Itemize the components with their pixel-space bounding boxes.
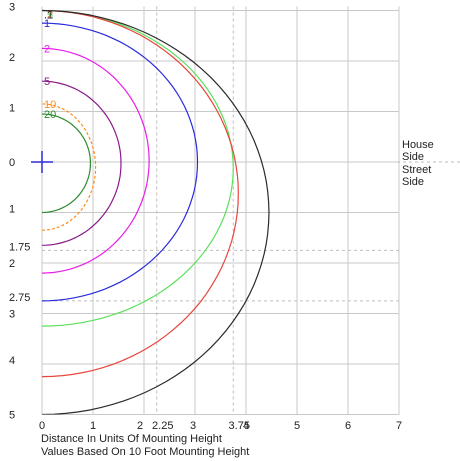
house-label-line2: Side <box>402 151 425 163</box>
luminaire-marker <box>31 151 53 173</box>
street-label-line2: Side <box>402 176 425 188</box>
house-label-line1: House <box>402 139 434 151</box>
y-tick-label: 0 <box>9 157 15 169</box>
contour-label-20: 20 <box>44 109 56 121</box>
contour-label-p2: .2 <box>44 10 53 22</box>
x-tick-label: 3.75 <box>229 420 250 432</box>
contour-2 <box>42 47 150 274</box>
grid <box>41 6 400 415</box>
contour-label-5: 5 <box>44 76 50 88</box>
contour-label-2: 2 <box>44 43 50 55</box>
contour-5 <box>42 80 122 246</box>
x-tick-label: 3 <box>190 420 196 432</box>
x-tick-label: 0 <box>39 420 45 432</box>
x-tick-label: 6 <box>345 420 351 432</box>
street-label-line1: Street <box>402 164 432 176</box>
house-side-label: House Side <box>402 139 434 163</box>
x-axis-label: Distance In Units Of Mounting Height <box>41 433 222 445</box>
contour-20 <box>42 113 91 214</box>
y-tick-label: 1 <box>9 204 15 216</box>
contour-label-p1: .1 <box>44 10 53 22</box>
street-side-label: Street Side <box>402 164 431 188</box>
contour-label-10: 10 <box>44 99 56 111</box>
y-tick-label: 2 <box>9 52 15 64</box>
y-tick-label: 4 <box>9 355 15 367</box>
contour-p1 <box>42 9 270 415</box>
x-tick-label: 2 <box>137 420 143 432</box>
dashed-reference-lines <box>42 6 460 415</box>
y-tick-label: 3 <box>9 2 15 14</box>
x-tick-label: 4 <box>243 420 249 432</box>
contour-label-1: 1 <box>44 18 50 30</box>
x-tick-label: 5 <box>294 420 300 432</box>
y-tick-label: 5 <box>9 410 15 422</box>
x-tick-label: 7 <box>396 420 402 432</box>
contour-10 <box>42 103 97 231</box>
contour-p2 <box>42 9 239 378</box>
y-tick-label: 1.75 <box>9 241 30 253</box>
contour-label-p5: .5 <box>44 10 53 22</box>
x-tick-label: 1 <box>90 420 96 432</box>
contour-1 <box>42 22 199 302</box>
y-tick-label: 1 <box>9 103 15 115</box>
y-tick-label: 2.75 <box>9 292 30 304</box>
y-tick-label: 3 <box>9 309 15 321</box>
x-tick-label: 2.25 <box>152 420 173 432</box>
contour-p5 <box>42 9 234 327</box>
mounting-height-note: Values Based On 10 Foot Mounting Height <box>41 446 250 458</box>
y-tick-label: 2 <box>9 258 15 270</box>
